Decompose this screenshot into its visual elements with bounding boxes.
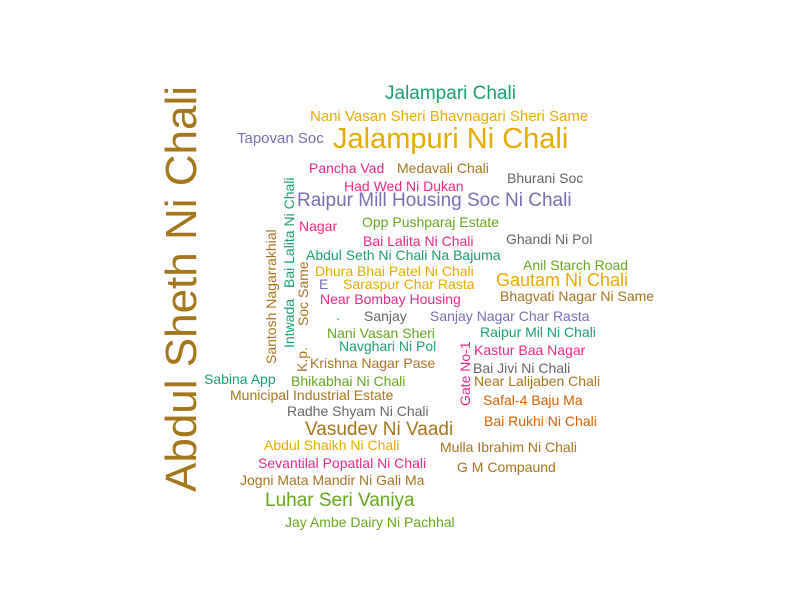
word-jalampuri-ni-chali: Jalampuri Ni Chali [333,123,569,155]
word-bai-lalita-ni-chali: Bai Lalita Ni Chali [363,233,474,249]
word-kastur-baa-nagar: Kastur Baa Nagar [474,342,586,358]
word-pancha-vad: Pancha Vad [309,160,385,176]
word-intwada: Intwada [281,298,297,348]
word-sabina-app: Sabina App [204,371,276,387]
word-gate-no-1: Gate No-1 [457,341,473,406]
word-sanjay: Sanjay [364,308,407,324]
word-vasudev-ni-vaadi: Vasudev Ni Vaadi [305,419,454,440]
word-e: E [319,276,329,292]
word-nani-vasan-sheri-bhavnagari: Nani Vasan Sheri Bhavnagari Sheri Same [310,108,589,125]
word-opp-pushparaj-estate: Opp Pushparaj Estate [362,214,499,230]
word-near-bombay-housing: Near Bombay Housing [320,291,461,307]
word-navghari-ni-pol: Navghari Ni Pol [339,338,437,354]
word-medavali-chali: Medavali Chali [397,160,489,176]
word-nagar: Nagar [299,218,338,234]
word-ghandi-ni-pol: Ghandi Ni Pol [506,231,593,247]
word-bhurani-soc: Bhurani Soc [507,170,584,186]
word-dhura-bhai-patel: Dhura Bhai Patel Ni Chali [315,263,474,279]
word-bhagvati-nagar: Bhagvati Nagar Ni Same [500,288,655,304]
word-luhar-seri-vaniya: Luhar Seri Vaniya [265,490,415,511]
word-mulla-ibrahim-ni-chali: Mulla Ibrahim Ni Chali [440,439,577,455]
word-dot: . [336,307,340,323]
word-raipur-mil-ni-chali: Raipur Mil Ni Chali [480,324,596,340]
word-tapovan-soc: Tapovan Soc [237,130,324,147]
word-soc-same: Soc Same [295,261,311,326]
word-sevantilal-popatlal: Sevantilal Popatlal Ni Chali [258,455,427,471]
word-jogni-mata-mandir: Jogni Mata Mandir Ni Gali Ma [240,472,425,488]
word-kp: K.p. [294,347,310,372]
word-jalampari-chali: Jalampari Chali [385,83,516,104]
word-abdul-shaikh-ni-chali: Abdul Shaikh Ni Chali [264,437,400,453]
word-krishna-nagar-pase: Krishna Nagar Pase [310,355,436,371]
word-sanjay-nagar-char-rasta: Sanjay Nagar Char Rasta [430,308,590,324]
word-near-lalijaben-chali: Near Lalijaben Chali [474,373,601,389]
word-safal-4-baju-ma: Safal-4 Baju Ma [483,392,583,408]
word-radhe-shyam-ni-chali: Radhe Shyam Ni Chali [287,403,429,419]
word-had-wed-ni-dukan: Had Wed Ni Dukan [344,178,464,194]
word-anil-starch-road: Anil Starch Road [523,257,629,273]
word-saraspur-char-rasta: Saraspur Char Rasta [343,276,475,292]
word-jay-ambe-dairy: Jay Ambe Dairy Ni Pachhal [285,514,455,530]
word-abdul-sheth-ni-chali: Abdul Sheth Ni Chali [157,85,206,492]
word-bhikabhai-ni-chali: Bhikabhai Ni Chali [291,373,406,389]
word-bai-lalita-vertical: Bai Lalita Ni Chali [281,177,297,289]
word-bai-jivi-ni-chali: Bai Jivi Ni Chali [473,360,571,376]
word-bai-rukhi-ni-chali: Bai Rukhi Ni Chali [484,413,597,429]
word-g-m-compaund: G M Compaund [457,459,556,475]
word-gautam-ni-chali: Gautam Ni Chali [496,270,629,290]
word-nani-vasan-sheri: Nani Vasan Sheri [327,325,435,341]
word-abdul-seth-na-bajuma: Abdul Seth Ni Chali Na Bajuma [306,247,501,263]
word-raipur-mill-housing: Raipur Mill Housing Soc Ni Chali [297,190,572,211]
word-santosh-nagarrakhial: Santosh Nagarrakhial [263,229,279,364]
word-municipal-industrial-estate: Municipal Industrial Estate [230,387,394,403]
